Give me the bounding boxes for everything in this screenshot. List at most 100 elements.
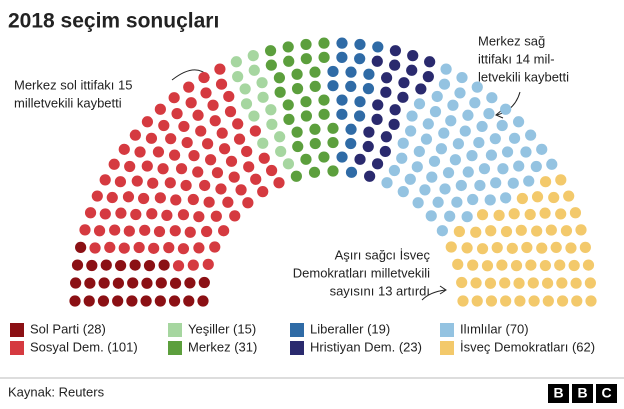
seat: [462, 109, 474, 121]
seat: [98, 277, 110, 289]
seat: [216, 127, 228, 139]
seat: [115, 207, 127, 219]
seat: [282, 99, 294, 111]
seat: [471, 81, 483, 93]
seat: [163, 242, 175, 254]
seat: [224, 106, 237, 118]
seat: [168, 92, 180, 104]
seat: [442, 167, 455, 179]
party-seats: [230, 50, 295, 170]
seat: [425, 210, 437, 222]
seat: [223, 90, 235, 103]
seat: [124, 160, 136, 173]
seat: [478, 163, 491, 175]
seat: [422, 118, 434, 130]
seat: [364, 170, 376, 182]
seat: [336, 51, 348, 63]
seat: [568, 259, 580, 272]
seat: [521, 241, 533, 254]
seat: [354, 53, 366, 65]
seat: [500, 192, 512, 204]
seat: [466, 150, 478, 162]
seat: [419, 184, 431, 196]
party-seats: [354, 45, 436, 182]
seat: [318, 37, 330, 49]
seat: [97, 295, 110, 307]
seat: [318, 108, 330, 120]
seat: [372, 41, 384, 53]
seat: [520, 146, 532, 158]
legend-label: Sol Parti (28): [30, 321, 106, 336]
seat: [459, 125, 471, 137]
seat: [336, 37, 348, 49]
seat: [170, 194, 182, 206]
seat: [462, 166, 474, 178]
seat: [585, 295, 597, 307]
seat: [327, 65, 339, 78]
seat: [133, 241, 145, 254]
legend-label: Yeşiller (15): [188, 321, 256, 336]
seat: [126, 295, 138, 307]
seat: [528, 295, 540, 307]
seat: [274, 86, 286, 98]
legend-swatch: [440, 341, 454, 355]
seat: [291, 126, 303, 138]
annotation: Demokratları milletvekili: [293, 265, 430, 280]
seat: [154, 192, 166, 204]
seat: [530, 160, 542, 173]
seat: [185, 97, 197, 109]
seat: [515, 224, 527, 236]
seat: [93, 225, 106, 237]
legend-swatch: [290, 341, 304, 355]
seat: [99, 174, 111, 186]
seat: [500, 225, 513, 238]
seat: [536, 242, 548, 254]
seat: [71, 259, 84, 271]
legend-label: Merkez (31): [188, 339, 257, 354]
seat: [420, 133, 433, 145]
seat: [232, 118, 244, 130]
seat: [380, 131, 392, 143]
seat: [508, 132, 521, 144]
seat: [429, 106, 442, 118]
seat: [362, 140, 374, 153]
seat: [542, 295, 554, 307]
seat: [556, 277, 568, 289]
seat: [484, 277, 497, 289]
seat: [531, 191, 544, 203]
seat: [243, 161, 255, 173]
seat: [282, 158, 295, 170]
seat: [300, 153, 312, 165]
seat: [264, 45, 277, 57]
seat: [177, 209, 190, 221]
seat: [240, 98, 253, 110]
seat: [513, 277, 525, 289]
seat: [388, 118, 400, 130]
seat: [158, 119, 170, 132]
arrow: [495, 109, 504, 119]
seat: [380, 72, 393, 84]
seat: [230, 56, 242, 68]
seat: [300, 110, 313, 122]
seat: [129, 259, 141, 271]
seat: [435, 143, 448, 155]
seat: [127, 277, 139, 289]
seat: [499, 277, 511, 289]
seat: [309, 137, 321, 150]
seat: [165, 133, 177, 145]
seat: [131, 175, 143, 187]
seat: [438, 78, 451, 90]
legend-label: İsveç Demokratları (62): [460, 339, 595, 354]
seat: [445, 115, 457, 127]
seat: [168, 295, 181, 307]
seat: [353, 110, 366, 122]
seat: [507, 177, 519, 189]
seat: [470, 277, 482, 289]
seat: [141, 160, 153, 172]
seat: [411, 161, 423, 173]
seat: [345, 166, 358, 178]
legend-swatch: [10, 341, 24, 355]
seat: [565, 242, 577, 254]
legend-swatch: [168, 341, 182, 355]
legend-label: Liberaller (19): [310, 321, 390, 336]
